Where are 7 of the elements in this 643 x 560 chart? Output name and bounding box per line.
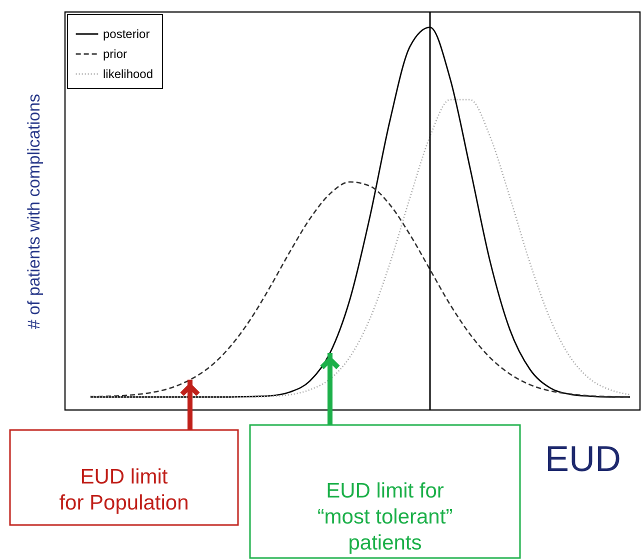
x-axis-title: EUD [544,438,622,479]
legend-label: prior [103,47,128,61]
legend-label: posterior [103,27,150,41]
legend-label: likelihood [103,67,154,81]
text: EUD limit for Population [59,466,189,514]
text: EUD limit for “most tolerant” patients [317,480,453,554]
y-axis-title: # of patients with complications [24,94,44,330]
